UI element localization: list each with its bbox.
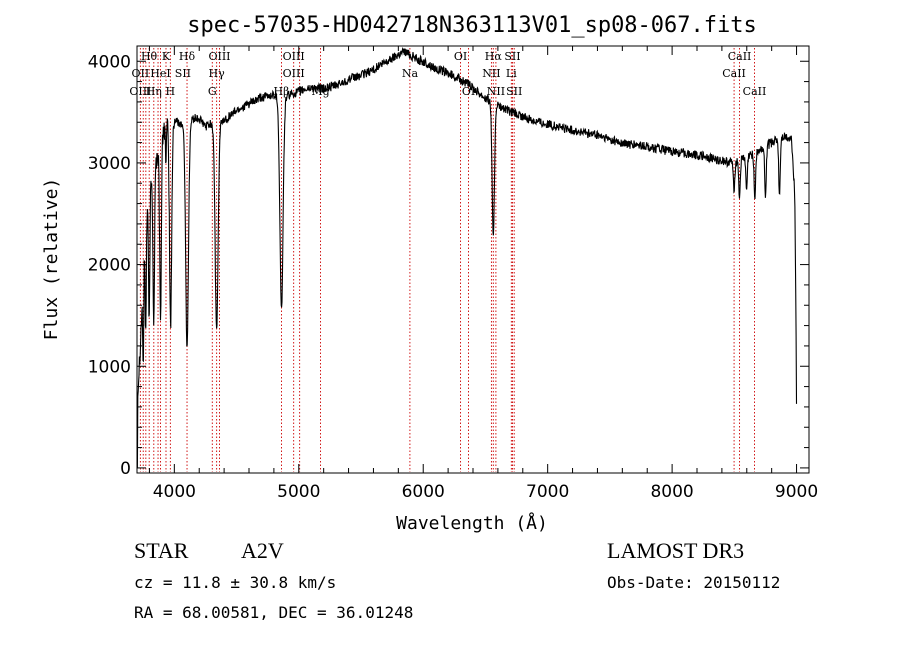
x-axis: 4000 5000 6000 7000 8000 9000 [148, 46, 818, 502]
line-marker-group [139, 48, 755, 472]
line-label-18: OIII [129, 85, 151, 98]
y-tick-label-1: 1000 [88, 357, 131, 377]
line-label-10: HeI [150, 67, 170, 80]
line-label-19: Hη [146, 85, 162, 98]
x-axis-label: Wavelength (Å) [396, 512, 548, 534]
observation-date: Obs-Date: 20150112 [607, 573, 781, 592]
y-tick-label-3: 3000 [88, 154, 131, 174]
line-label-3: OIII [208, 50, 230, 63]
spectral-subclass: A2V [241, 538, 284, 563]
spectrum-line [136, 46, 798, 469]
line-label-6: Hα [485, 50, 503, 63]
y-tick-label-4: 4000 [88, 52, 131, 72]
line-label-26: SII [506, 85, 522, 98]
x-tick-label-2: 6000 [402, 482, 445, 502]
line-label-14: Na [402, 67, 419, 80]
line-label-16: Li [506, 67, 517, 80]
line-label-11: SII [175, 67, 191, 80]
object-class: STAR [134, 538, 189, 563]
redshift-value: cz = 11.8 ± 30.8 km/s [134, 573, 337, 592]
y-tick-label-2: 2000 [88, 256, 131, 276]
line-label-1: K [162, 50, 171, 63]
x-tick-label-3: 7000 [526, 482, 569, 502]
coordinates: RA = 68.00581, DEC = 36.01248 [134, 603, 414, 622]
line-label-15: NII [482, 67, 500, 80]
x-tick-label-0: 4000 [153, 482, 196, 502]
line-label-21: G [208, 85, 217, 98]
line-label-20: H [166, 85, 176, 98]
line-label-0: Hθ [141, 50, 158, 63]
survey-name: LAMOST DR3 [607, 538, 745, 563]
line-label-7: SII [504, 50, 520, 63]
x-tick-label-4: 8000 [650, 482, 693, 502]
line-label-4: OIII [283, 50, 305, 63]
y-tick-label-0: 0 [120, 459, 131, 479]
y-axis-label: Flux (relative) [41, 178, 62, 341]
line-label-2: Hδ [179, 50, 196, 63]
line-label-27: CaII [743, 85, 767, 98]
x-tick-label-1: 5000 [277, 482, 320, 502]
line-label-25: NII [487, 85, 505, 98]
line-label-5: OI [454, 50, 467, 63]
line-label-17: CaII [722, 67, 746, 80]
chart-title: spec-57035-HD042718N363113V01_sp08-067.f… [187, 13, 757, 38]
line-label-22: Hβ [274, 85, 290, 98]
x-tick-label-5: 9000 [775, 482, 818, 502]
line-label-12: Hγ [209, 67, 226, 80]
y-axis: 0 1000 2000 3000 4000 [88, 52, 809, 479]
line-label-13: OIII [283, 67, 305, 80]
line-label-9: OII [132, 67, 150, 80]
line-label-8: CaII [728, 50, 752, 63]
